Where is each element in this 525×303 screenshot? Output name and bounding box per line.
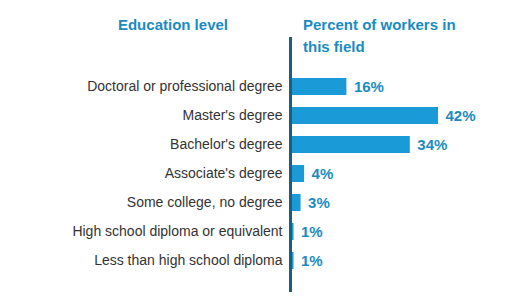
- svg-text:16%: 16%: [354, 78, 384, 95]
- html-text:Percent of workers in this fie: Percent of workers in this field: [303, 16, 456, 55]
- svg-text:Less than high school diploma: Less than high school diploma: [94, 252, 283, 268]
- svg-text:High school diploma or equival: High school diploma or equivalent: [72, 223, 282, 239]
- svg-text:3%: 3%: [308, 194, 330, 211]
- svg-text:1%: 1%: [301, 223, 323, 240]
- svg-text:1%: 1%: [301, 252, 323, 269]
- svg-text:4%: 4%: [312, 165, 334, 182]
- svg-text:Some college, no degree: Some college, no degree: [127, 194, 283, 210]
- svg-text:Doctoral or professional degre: Doctoral or professional degree: [87, 78, 283, 94]
- svg-text:Master's degree: Master's degree: [183, 107, 283, 123]
- svg-text:42%: 42%: [446, 107, 476, 124]
- svg-text:Associate's degree: Associate's degree: [165, 165, 283, 181]
- svg-text:Bachelor's degree: Bachelor's degree: [170, 136, 283, 152]
- svg-text:34%: 34%: [417, 136, 447, 153]
- html-text:Education level: Education level: [118, 16, 228, 33]
